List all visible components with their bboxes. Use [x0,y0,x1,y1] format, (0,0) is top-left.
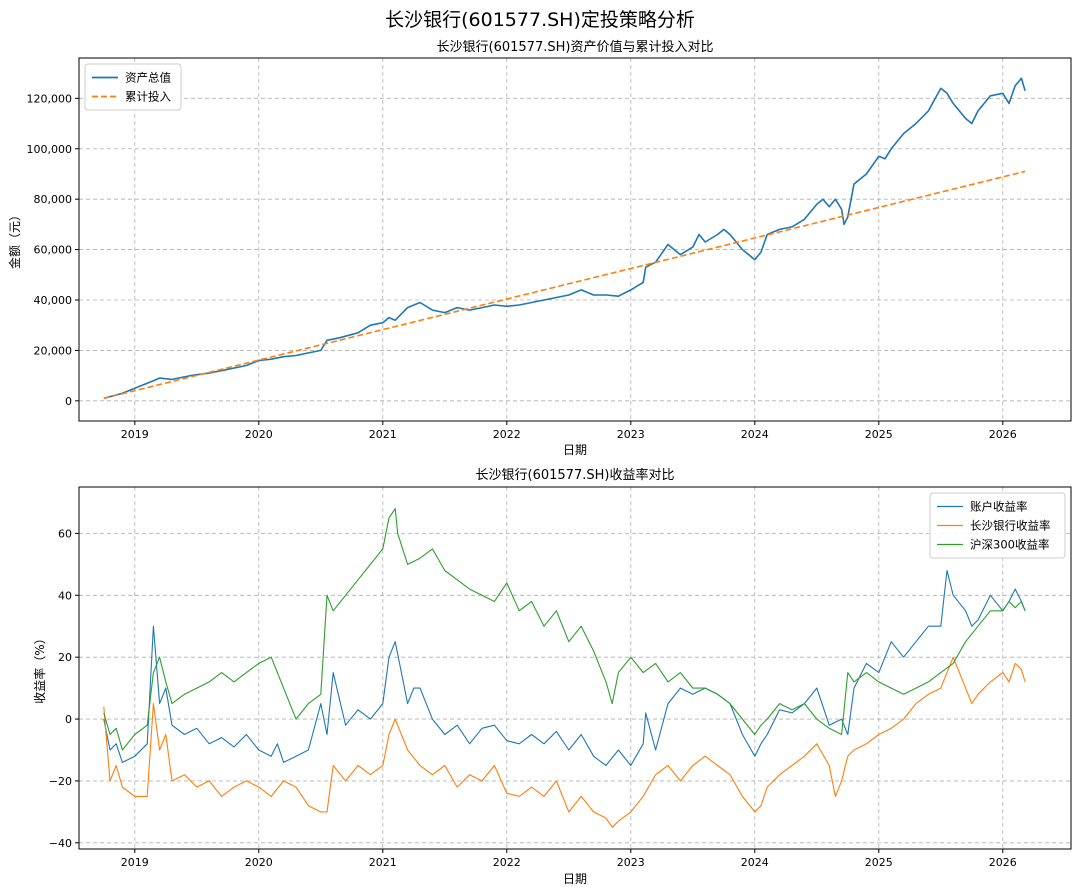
x-tick-label: 2023 [617,428,645,441]
y-tick-label: 0 [65,713,72,726]
y-tick-label: 120,000 [27,92,73,105]
x-tick-label: 2022 [493,428,521,441]
y-axis-label: 收益率（%） [32,632,47,703]
panel-return-rate: 长沙银行(601577.SH)收益率对比 2019 2020 2021 2022 202… [32,467,1072,886]
legend-label: 资产总值 [125,71,171,85]
x-tick-label: 2021 [369,856,397,869]
y-tick-label: 60 [58,527,72,540]
x-tick-label: 2023 [617,856,645,869]
series-line-1 [103,656,1026,828]
legend-label: 账户收益率 [970,500,1028,514]
y-tick-label: 40,000 [34,294,73,307]
x-tick-label: 2019 [121,428,149,441]
x-tick-label: 2025 [865,428,893,441]
y-tick-label: 40 [58,589,72,602]
legend-frame [929,492,1066,559]
x-axis-label: 日期 [563,443,587,457]
series-line-2 [103,508,1026,751]
x-tick-label: 2021 [369,428,397,441]
x-tick-label: 2024 [741,856,769,869]
plot-frame [78,57,1072,422]
x-tick-label: 2020 [245,856,273,869]
legend-frame [84,63,182,111]
legend-label: 累计投入 [125,90,171,104]
y-tick-label: 20,000 [34,344,73,357]
legend-label: 沪深300收益率 [970,538,1049,552]
y-tick-label: 60,000 [34,244,73,257]
y-tick-label: 80,000 [34,193,73,206]
y-tick-label: 100,000 [27,143,73,156]
y-tick-label: −20 [49,775,72,788]
figure-title: 长沙银行(601577.SH)定投策略分析 [385,9,695,31]
chart-title: 长沙银行(601577.SH)资产价值与累计投入对比 [437,39,714,55]
panel-asset-value: 长沙银行(601577.SH)资产价值与累计投入对比 2019 2020 2021 2… [7,39,1072,457]
series-line-1 [103,170,1026,400]
y-tick-label: 20 [58,651,72,664]
x-tick-label: 2026 [989,428,1017,441]
x-tick-label: 2020 [245,428,273,441]
y-tick-label: 0 [65,395,72,408]
legend-label: 长沙银行收益率 [970,519,1051,533]
x-tick-label: 2026 [989,856,1017,869]
x-tick-label: 2025 [865,856,893,869]
y-axis-label: 金额（元） [7,209,22,269]
x-tick-label: 2019 [121,856,149,869]
plot-frame [78,486,1072,850]
x-tick-label: 2022 [493,856,521,869]
series-line-0 [103,569,1026,767]
x-axis-label: 日期 [563,872,587,886]
x-tick-label: 2024 [741,428,769,441]
chart-title: 长沙银行(601577.SH)收益率对比 [476,467,675,483]
y-tick-label: −40 [49,837,72,850]
